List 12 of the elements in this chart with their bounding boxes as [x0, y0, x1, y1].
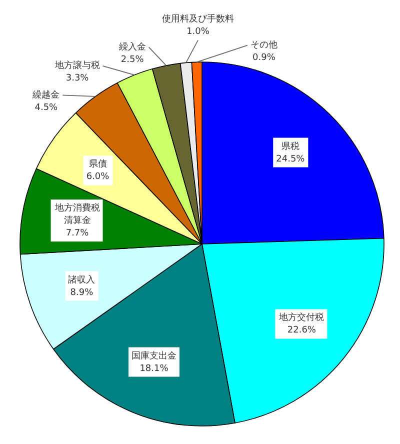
slice-label: 県税 — [281, 140, 300, 152]
data-label: 8.9% — [70, 288, 94, 298]
data-label: 7.7% — [66, 228, 90, 239]
slice-label: 諸収入 — [68, 274, 96, 286]
data-label: 24.5% — [276, 154, 306, 164]
slice-label: 地方交付税 — [278, 312, 324, 324]
data-label: 22.6% — [287, 326, 316, 336]
slice-label: 国庫支出金 — [131, 350, 176, 362]
slice-label: 県債 — [88, 158, 107, 170]
data-label: 18.1% — [140, 364, 169, 374]
data-label: 6.0% — [86, 172, 110, 182]
slice-label: 地方消費税清算金 — [54, 202, 100, 226]
